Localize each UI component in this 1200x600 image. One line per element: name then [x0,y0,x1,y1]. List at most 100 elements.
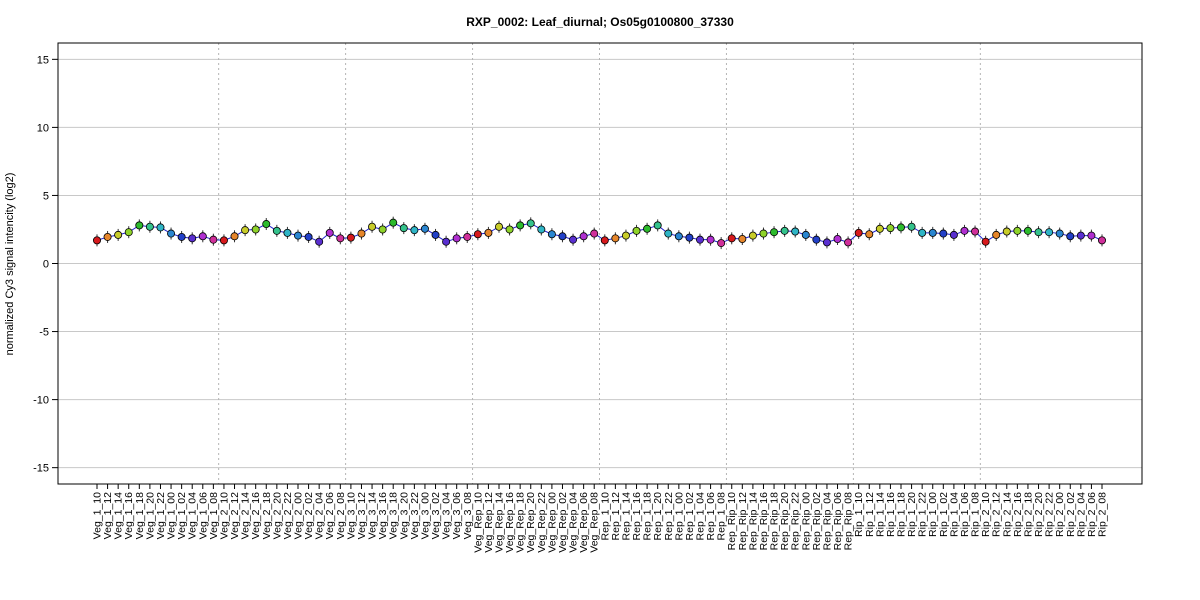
x-tick-label: Veg_1_18 [134,492,146,539]
data-point [992,230,1001,239]
data-point [262,220,271,229]
x-tick-label: Rep_Rip_12 [737,492,749,551]
data-point [590,229,599,238]
data-point [738,234,747,243]
x-tick-label: Veg_2_12 [229,492,241,539]
x-tick-label: Rep_1_18 [642,492,654,541]
x-tick-label: Rip_2_10 [980,492,992,537]
x-tick-label: Veg_2_02 [303,492,315,539]
data-point [1098,236,1107,245]
data-point [114,230,123,239]
x-tick-label: Veg_2_10 [218,492,230,539]
x-tick-label: Rep_Rip_16 [758,492,770,551]
x-tick-label: Veg_2_20 [271,492,283,539]
data-point [579,232,588,241]
data-point [124,228,133,237]
x-tick-label: Veg_Rep_06 [578,492,590,553]
data-point [219,236,228,245]
data-point [600,236,609,245]
data-point [611,234,620,243]
x-tick-label: Rip_1_00 [927,492,939,537]
x-tick-label: Rip_1_12 [864,492,876,537]
data-point [960,226,969,235]
data-point [315,237,324,246]
x-tick-label: Veg_2_08 [335,492,347,539]
x-tick-label: Veg_2_04 [314,492,326,539]
data-point [653,221,662,230]
x-tick-label: Veg_2_18 [261,492,273,539]
data-point [643,224,652,233]
x-tick-label: Veg_Rep_00 [546,492,558,553]
x-tick-label: Rip_1_14 [874,492,886,537]
x-tick-label: Rep_1_14 [620,492,632,541]
data-points [93,216,1107,250]
x-tick-label: Veg_1_10 [92,492,104,539]
y-tick-label: 10 [37,122,49,134]
data-point [907,222,916,231]
data-point [156,223,165,232]
x-tick-label: Veg_Rep_18 [515,492,527,553]
x-tick-label: Rep_Rip_06 [832,492,844,551]
x-tick-label: Rep_1_08 [716,492,728,541]
x-tick-label: Rip_2_00 [1054,492,1066,537]
data-point [1045,228,1054,237]
data-point [389,218,398,227]
x-tick-label: Veg_3_04 [441,492,453,539]
x-tick-label: Rip_2_08 [1097,492,1109,537]
data-point [833,234,842,243]
data-point [664,229,673,238]
x-tick-label: Veg_1_14 [113,492,125,539]
y-tick-label: 0 [43,259,49,271]
data-point [971,227,980,236]
x-tick-label: Rip_2_06 [1086,492,1098,537]
x-tick-label: Rip_2_14 [1001,492,1013,537]
data-point [875,224,884,233]
x-tick-label: Veg_Rep_04 [568,492,580,553]
x-tick-label: Rip_1_10 [853,492,865,537]
x-tick-label: Veg_Rep_22 [536,492,548,553]
x-tick-label: Veg_1_20 [144,492,156,539]
data-point [558,232,567,241]
x-tick-label: Veg_Rep_12 [483,492,495,553]
x-tick-label: Veg_3_18 [388,492,400,539]
data-point [378,225,387,234]
x-tick-label: Rep_1_00 [673,492,685,541]
x-tick-label: Rep_Rip_02 [811,492,823,551]
x-tick-label: Rep_Rip_20 [779,492,791,551]
data-point [494,222,503,231]
x-tick-label: Rip_2_16 [1012,492,1024,537]
data-point [897,223,906,232]
x-tick-label: Veg_3_10 [345,492,357,539]
data-point [516,221,525,230]
x-tick-label: Rep_1_10 [599,492,611,541]
data-point [1034,228,1043,237]
data-point [177,232,186,241]
data-point [198,232,207,241]
y-tick-label: 5 [43,190,49,202]
y-axis-ticks: -15 -10 -5 0 5 10 15 [33,54,58,475]
data-point [431,230,440,239]
data-point [251,225,260,234]
data-point [230,232,239,241]
x-tick-label: Rip_1_04 [948,492,960,537]
data-point [706,235,715,244]
x-tick-label: Veg_Rep_14 [494,492,506,553]
x-tick-label: Rip_2_22 [1044,492,1056,537]
x-tick-label: Veg_1_22 [155,492,167,539]
data-point [569,235,578,244]
x-tick-label: Rip_2_20 [1033,492,1045,537]
x-tick-label: Veg_1_04 [187,492,199,539]
x-tick-label: Veg_1_16 [123,492,135,539]
y-tick-label: -15 [33,463,49,475]
y-tick-label: 15 [37,54,49,66]
data-point [844,238,853,247]
x-tick-label: Veg_1_12 [102,492,114,539]
plot-frame [57,42,1143,485]
x-tick-label: Veg_2_14 [240,492,252,539]
data-point [463,232,472,241]
x-tick-label: Rip_1_16 [885,492,897,537]
data-point [241,226,250,235]
x-tick-label: Veg_Rep_20 [525,492,537,553]
data-point [696,235,705,244]
x-tick-label: Veg_3_22 [409,492,421,539]
